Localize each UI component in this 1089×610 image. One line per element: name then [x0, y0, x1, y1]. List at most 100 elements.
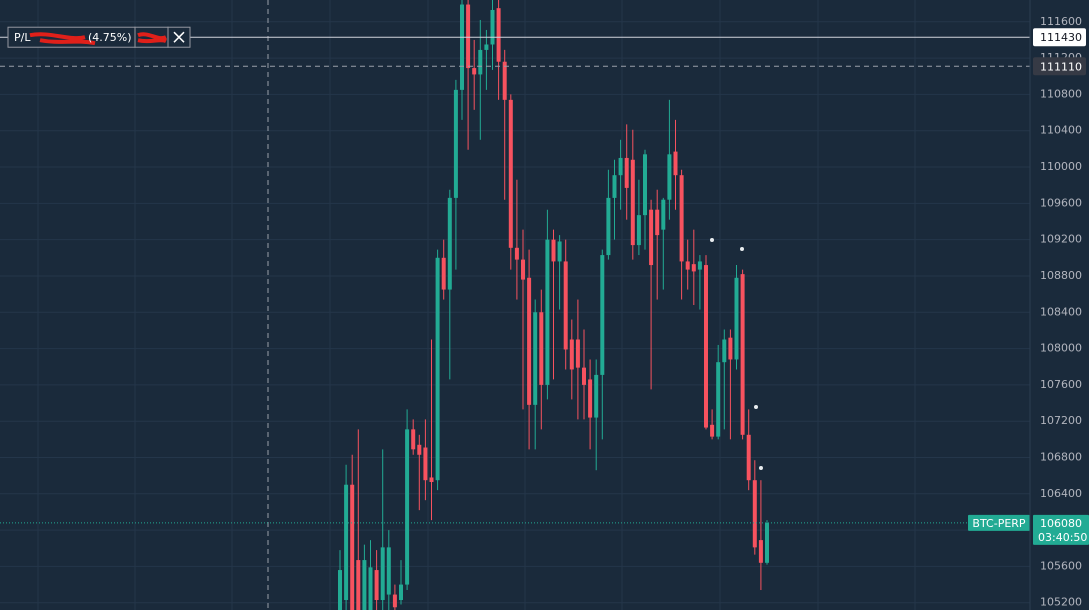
- candle-body: [618, 157, 623, 176]
- candle-body: [746, 434, 751, 481]
- candle-body: [411, 429, 416, 450]
- candle-body: [435, 257, 440, 481]
- candle-body: [649, 209, 654, 266]
- candle-body: [679, 175, 684, 262]
- crosshair-price-box: [1033, 57, 1086, 76]
- price-axis: [1030, 0, 1089, 610]
- position-price-box: [1033, 28, 1086, 47]
- candle-body: [710, 424, 715, 437]
- candle-body: [630, 159, 635, 246]
- y-tick-label: 108000: [1040, 342, 1082, 355]
- candle-body: [380, 547, 385, 601]
- candle-body: [752, 480, 757, 548]
- candle-body: [460, 4, 464, 90]
- candle-body: [539, 312, 544, 385]
- candle-body: [722, 339, 727, 363]
- y-tick-label: 108400: [1040, 305, 1082, 318]
- candle-body: [478, 49, 483, 75]
- candle-body: [673, 151, 678, 176]
- candle-body: [533, 312, 538, 405]
- candle-body: [655, 209, 660, 236]
- y-tick-label: 107600: [1040, 378, 1082, 391]
- candle-body: [521, 259, 525, 280]
- candle-body: [667, 154, 672, 200]
- y-tick-label: 110400: [1040, 124, 1082, 137]
- candle-body: [356, 560, 361, 610]
- candle-body: [551, 239, 556, 262]
- candle-body: [716, 362, 721, 437]
- candle-body: [368, 567, 373, 610]
- candle-body: [405, 429, 410, 585]
- trade-markers: [710, 238, 763, 470]
- candle-body: [612, 175, 617, 198]
- pl-label: P/L: [14, 31, 31, 44]
- y-tick-label: 109200: [1040, 233, 1082, 246]
- redaction: [137, 32, 167, 44]
- candle-body: [453, 89, 458, 198]
- y-tick-label: 106800: [1040, 451, 1082, 464]
- candle-body: [441, 257, 446, 290]
- candle-body: [423, 447, 428, 481]
- candle-body: [374, 570, 379, 601]
- candle-body: [563, 261, 568, 350]
- candle-body: [508, 99, 513, 248]
- candle-body: [594, 374, 599, 418]
- pl-percent: (4.75%): [88, 31, 132, 44]
- last-price: 106080: [1040, 517, 1082, 530]
- candle-body: [661, 199, 666, 230]
- y-tick-label: 110000: [1040, 160, 1082, 173]
- candle-body: [704, 265, 708, 428]
- y-tick-label: 111600: [1040, 15, 1082, 28]
- candle-body: [496, 8, 501, 62]
- candle-body: [386, 547, 391, 595]
- candle-body: [484, 44, 489, 50]
- y-tick-label: 108800: [1040, 269, 1082, 282]
- y-tick-label: 109600: [1040, 196, 1082, 209]
- candle-body: [606, 197, 611, 256]
- candle-body: [429, 477, 434, 483]
- candle-body: [582, 367, 586, 385]
- candle-body: [527, 277, 532, 405]
- candle-body: [362, 560, 367, 610]
- candle-body: [447, 197, 452, 290]
- candle-body: [575, 339, 580, 368]
- candle-body: [728, 337, 733, 360]
- candle-body: [514, 247, 519, 260]
- candle-body: [344, 484, 349, 601]
- candle-body: [466, 4, 471, 69]
- candle-body: [636, 215, 641, 246]
- position-price: 111430: [1040, 31, 1082, 44]
- candle-body: [643, 154, 647, 216]
- candle-body: [691, 264, 696, 272]
- candle-body: [392, 594, 397, 608]
- close-icon: [173, 31, 185, 43]
- y-tick-label: 105600: [1040, 559, 1082, 572]
- candle-body: [472, 68, 477, 75]
- candle-body: [417, 444, 422, 455]
- candle-body: [490, 9, 495, 45]
- crosshair-price: 111110: [1040, 60, 1082, 73]
- candle-body: [350, 484, 355, 610]
- candle-body: [740, 274, 745, 435]
- candle-body: [697, 261, 702, 270]
- y-tick-label: 106400: [1040, 487, 1082, 500]
- candle-body: [545, 239, 550, 385]
- candle-body: [765, 522, 769, 563]
- candle-body: [588, 379, 593, 418]
- candle-body: [338, 570, 342, 610]
- y-tick-label: 107200: [1040, 414, 1082, 427]
- candle-body: [734, 277, 739, 360]
- candle-body: [399, 584, 403, 601]
- redaction: [29, 32, 96, 46]
- symbol-box: [968, 514, 1030, 531]
- countdown: 03:40:50: [1038, 531, 1087, 544]
- candle-body: [758, 540, 763, 563]
- candle-body: [569, 339, 574, 370]
- y-tick-label: 110800: [1040, 87, 1082, 100]
- vertical-grid: [37, 0, 916, 610]
- candle-body: [502, 61, 507, 100]
- y-tick-label: 105200: [1040, 596, 1082, 609]
- last-price-box: [1033, 514, 1089, 545]
